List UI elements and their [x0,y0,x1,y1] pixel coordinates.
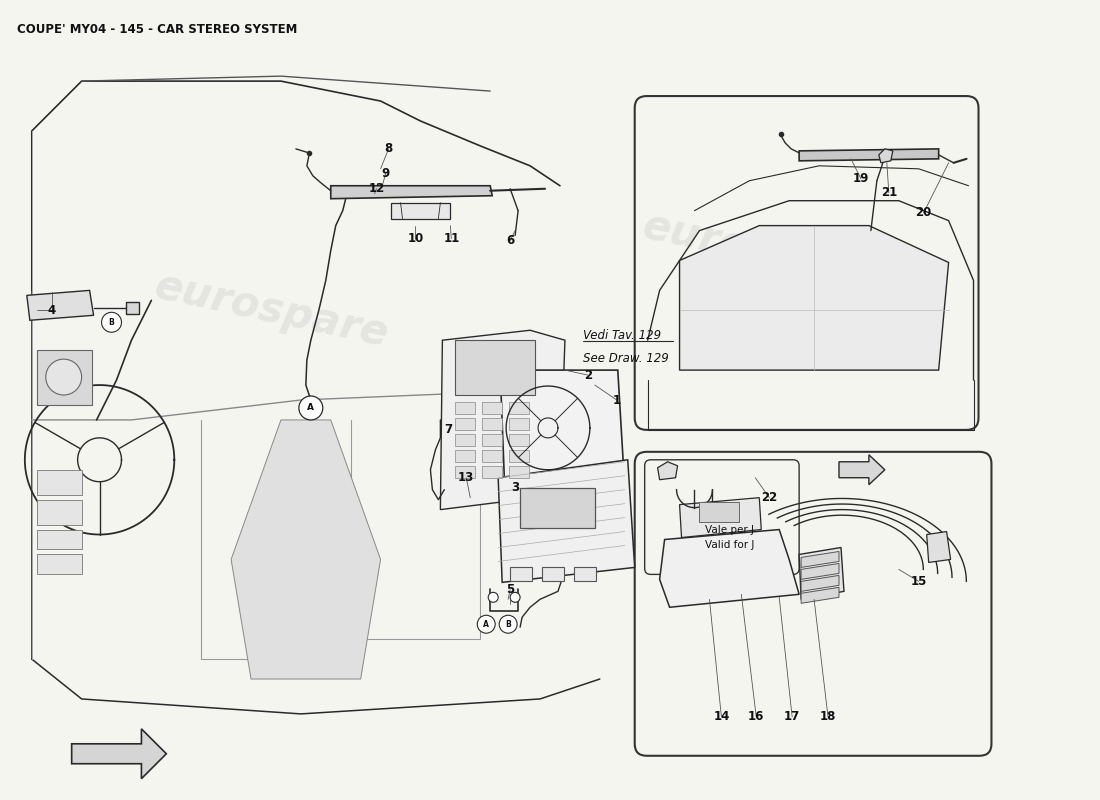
Bar [509,418,529,430]
Bar [455,402,475,414]
Polygon shape [331,186,492,198]
Text: 12: 12 [368,182,385,195]
Bar [390,202,450,218]
Text: 20: 20 [915,206,932,219]
Bar [482,450,503,462]
Polygon shape [801,563,839,579]
Text: See Draw. 129: See Draw. 129 [583,352,669,365]
Bar [455,418,475,430]
Text: Vedi Tav. 129: Vedi Tav. 129 [583,329,661,342]
Polygon shape [231,420,381,679]
Text: 10: 10 [407,232,424,245]
Text: 18: 18 [820,710,836,723]
Polygon shape [660,530,799,607]
Circle shape [477,615,495,633]
Bar [700,502,739,522]
Bar [520,488,595,527]
Bar [542,567,564,582]
Polygon shape [440,330,565,510]
Text: eurospare: eurospare [638,205,880,296]
Bar [509,402,529,414]
Bar [482,434,503,446]
Text: 5: 5 [506,583,515,596]
Bar [455,450,475,462]
Polygon shape [879,149,893,163]
Bar [36,500,81,525]
Polygon shape [680,226,948,370]
Bar [482,402,503,414]
Polygon shape [498,460,635,582]
Text: 15: 15 [911,575,927,588]
Polygon shape [801,551,839,567]
Bar [455,340,535,395]
Circle shape [510,592,520,602]
Text: 8: 8 [384,142,393,155]
Text: B: B [505,620,512,629]
Text: 21: 21 [881,186,896,199]
Text: 19: 19 [852,172,869,186]
Polygon shape [26,290,94,320]
Bar [509,450,529,462]
Text: Vale per J: Vale per J [705,525,754,534]
Bar [36,470,81,494]
Text: 14: 14 [713,710,729,723]
Text: 17: 17 [784,710,801,723]
Polygon shape [801,587,839,603]
Text: 16: 16 [748,710,764,723]
Polygon shape [680,498,761,538]
Circle shape [46,359,81,395]
Polygon shape [658,462,678,480]
Polygon shape [839,455,884,485]
Bar [36,554,81,574]
Text: Valid for J: Valid for J [705,541,755,550]
Circle shape [488,592,498,602]
Text: eurospare: eurospare [150,265,392,356]
Circle shape [101,312,121,332]
Polygon shape [72,729,166,778]
Text: 9: 9 [382,167,389,180]
Bar [455,434,475,446]
Text: 22: 22 [761,491,778,504]
Text: A: A [307,403,315,413]
Text: 4: 4 [47,304,56,317]
Bar [36,350,91,405]
Polygon shape [801,575,839,591]
Text: A: A [483,620,490,629]
Text: B: B [109,318,114,326]
Text: COUPE' MY04 - 145 - CAR STEREO SYSTEM: COUPE' MY04 - 145 - CAR STEREO SYSTEM [16,23,297,36]
Polygon shape [799,547,844,599]
Bar [510,567,532,582]
Text: 7: 7 [444,423,452,436]
Circle shape [499,615,517,633]
Text: 6: 6 [506,234,515,247]
Polygon shape [926,531,950,562]
Bar [574,567,596,582]
Polygon shape [500,370,625,500]
Circle shape [299,396,322,420]
Text: 3: 3 [512,481,519,494]
Bar [455,466,475,478]
Polygon shape [126,302,140,314]
Bar [36,530,81,550]
Bar [482,466,503,478]
Bar [509,466,529,478]
Text: 1: 1 [613,394,620,406]
Polygon shape [799,149,938,161]
Bar [482,418,503,430]
Text: 2: 2 [584,369,592,382]
Text: 11: 11 [443,232,460,245]
Bar [509,434,529,446]
Text: 13: 13 [459,471,474,484]
